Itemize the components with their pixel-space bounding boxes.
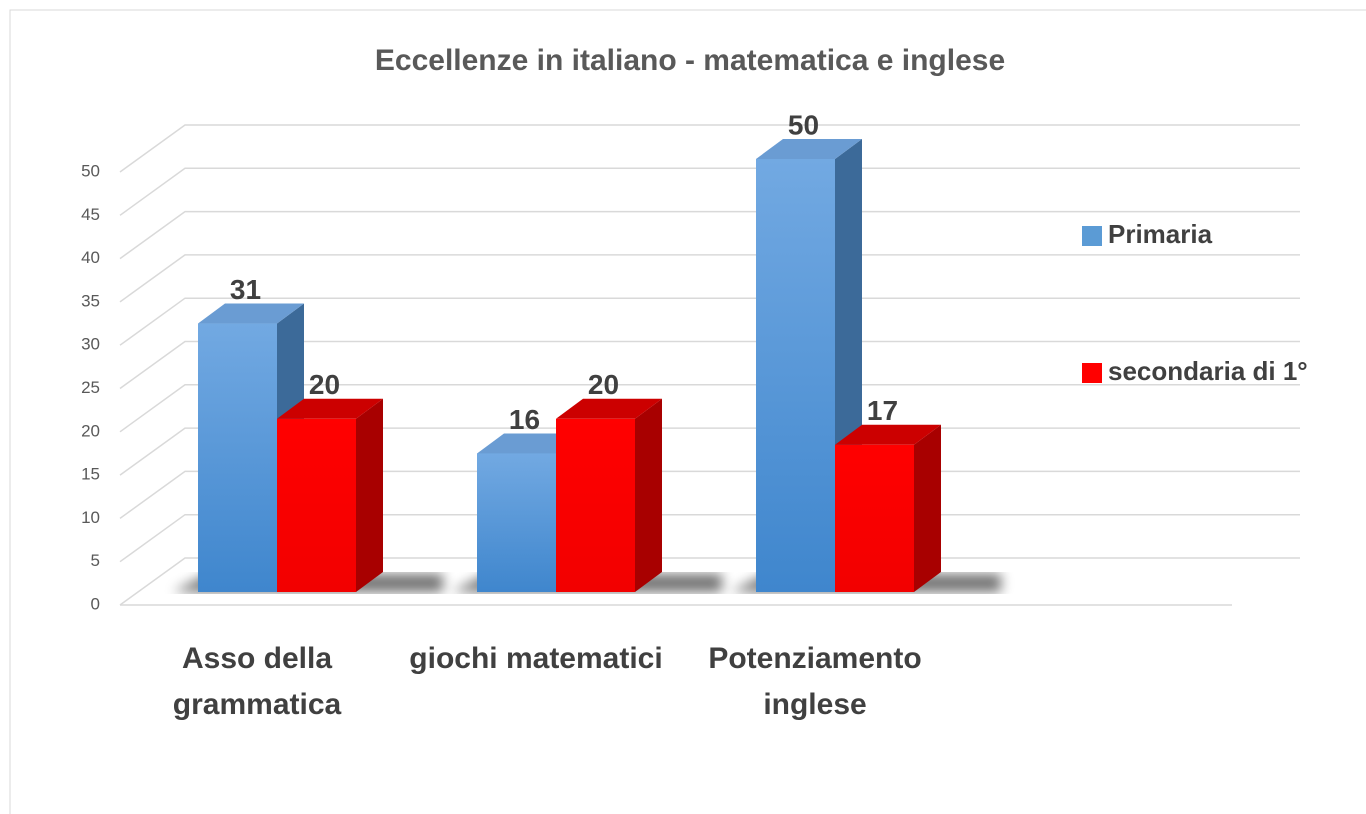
y-tick-label: 5	[91, 551, 100, 570]
bar-top	[756, 139, 862, 159]
bar-side	[356, 398, 383, 592]
grid-line	[119, 340, 1300, 390]
bar	[277, 418, 356, 592]
y-tick-label: 50	[81, 161, 100, 180]
y-tick-label: 0	[91, 594, 100, 613]
chart-frame	[9, 9, 1366, 814]
grid-line	[119, 254, 1300, 303]
x-tick-label: Asso della grammatica	[172, 642, 342, 721]
bar	[835, 444, 914, 592]
bar-top	[277, 398, 383, 419]
bar	[477, 453, 556, 592]
grid-line	[119, 384, 1300, 433]
grid-line	[119, 210, 1300, 260]
data-label: 20	[588, 369, 619, 400]
bar-top	[556, 398, 662, 419]
bar	[556, 418, 635, 592]
y-tick-label: 40	[81, 248, 100, 267]
data-label: 50	[788, 109, 819, 140]
y-tick-label: 25	[81, 378, 100, 397]
x-tick-label: giochi matematici	[409, 642, 663, 675]
data-label: 31	[230, 274, 261, 305]
grid-line	[119, 124, 1300, 173]
legend-label: secondaria di 1°	[1108, 356, 1308, 386]
y-tick-label: 30	[81, 335, 100, 354]
data-label: 20	[309, 369, 340, 400]
bar-top	[198, 303, 304, 324]
y-tick-label: 20	[81, 421, 100, 440]
legend-label: Primaria	[1108, 219, 1213, 249]
bar-side	[635, 398, 662, 592]
data-label: 17	[867, 395, 898, 426]
y-tick-label: 45	[81, 205, 100, 224]
bar	[756, 159, 835, 592]
y-tick-label: 35	[81, 291, 100, 310]
x-tick-label: Potenziamento inglese	[708, 642, 922, 721]
legend-swatch	[1082, 226, 1102, 246]
data-label: 16	[509, 404, 540, 435]
chart-title: Eccellenze in italiano - matematica e in…	[375, 44, 1005, 77]
y-tick-label: 15	[81, 465, 100, 484]
y-tick-label: 10	[81, 508, 100, 527]
grid-line	[119, 297, 1300, 346]
grid-line	[119, 167, 1300, 216]
bar-side	[914, 424, 941, 592]
bar	[198, 323, 277, 592]
legend-swatch	[1082, 363, 1102, 383]
bar-top	[835, 424, 941, 445]
